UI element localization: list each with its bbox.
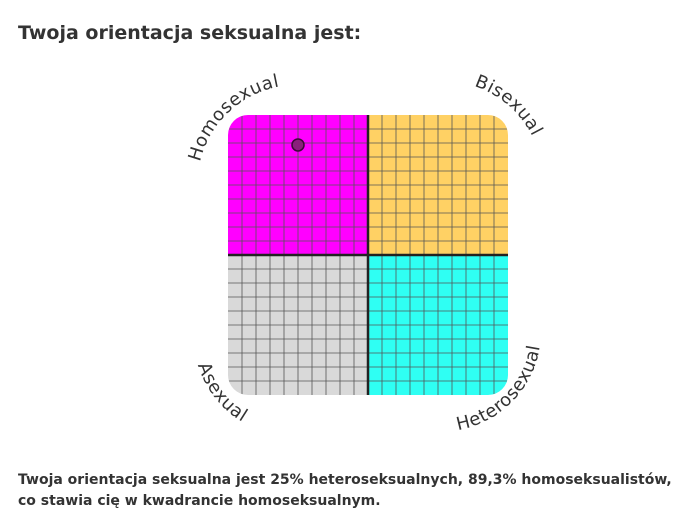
compass-grid [228, 115, 508, 395]
orientation-compass: Homosexual Bisexual Asexual Heterosexual [184, 71, 546, 435]
page-title: Twoja orientacja seksualna jest: [18, 22, 362, 44]
result-text: Twoja orientacja seksualna jest 25% hete… [18, 472, 672, 509]
compass-square [228, 115, 508, 395]
compass-svg: Homosexual Bisexual Asexual Heterosexual [184, 71, 546, 435]
position-marker [291, 138, 305, 152]
